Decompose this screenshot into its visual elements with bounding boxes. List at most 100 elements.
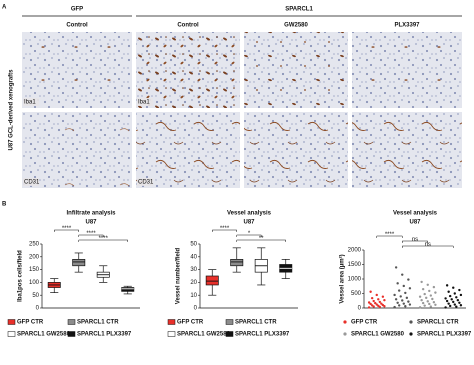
panel-label: A bbox=[2, 5, 7, 11]
legend-label: SPARCL1 GW2580 bbox=[177, 332, 231, 338]
point bbox=[383, 298, 386, 302]
panel-label: B bbox=[2, 202, 7, 208]
point bbox=[452, 286, 455, 289]
y-tick-label: 200 bbox=[29, 254, 40, 260]
point bbox=[434, 291, 437, 294]
point bbox=[429, 305, 433, 308]
y-tick-label: 30 bbox=[190, 267, 197, 273]
point bbox=[397, 289, 401, 292]
significance-label: **** bbox=[99, 236, 109, 242]
y-axis-label: Iba1pos cells/field bbox=[18, 250, 24, 302]
point bbox=[378, 300, 382, 304]
point bbox=[423, 292, 426, 296]
point bbox=[377, 298, 380, 301]
point bbox=[429, 294, 433, 297]
y-tick-label: 0 bbox=[36, 306, 40, 312]
legend-label: SPARCL1 CTR bbox=[235, 320, 277, 326]
legend-label: SPARCL1 PLX3397 bbox=[77, 332, 132, 338]
point bbox=[369, 290, 372, 293]
significance-bracket bbox=[54, 229, 79, 232]
micrograph-stain bbox=[22, 112, 132, 188]
point bbox=[367, 301, 371, 304]
y-tick-label: 50 bbox=[190, 242, 197, 248]
point bbox=[455, 296, 458, 299]
point bbox=[372, 299, 375, 303]
point bbox=[401, 299, 404, 302]
y-tick-label: 1000 bbox=[348, 277, 362, 283]
point bbox=[425, 296, 428, 300]
significance-bracket bbox=[212, 229, 237, 232]
point bbox=[458, 301, 461, 304]
box bbox=[205, 275, 219, 286]
column-label: PLX3397 bbox=[394, 23, 420, 29]
point bbox=[421, 301, 425, 305]
micrograph-stain bbox=[352, 112, 462, 188]
y-tick-label: 1500 bbox=[348, 262, 362, 268]
micrograph-stain bbox=[244, 32, 348, 108]
point bbox=[432, 301, 436, 304]
point bbox=[405, 296, 409, 300]
legend-label: GFP CTR bbox=[177, 320, 204, 326]
y-tick-label: 0 bbox=[358, 306, 362, 312]
group-header: SPARCL1 bbox=[285, 7, 313, 13]
legend-swatch bbox=[7, 331, 16, 337]
chart-subtitle: U87 bbox=[409, 220, 421, 226]
legend-label: SPARCL1 GW2580 bbox=[351, 332, 405, 338]
stain-label: CD31 bbox=[24, 180, 40, 186]
significance-label: ns bbox=[425, 242, 431, 248]
point bbox=[445, 284, 449, 287]
legend-label: GFP CTR bbox=[17, 320, 44, 326]
legend-swatch bbox=[7, 319, 16, 325]
legend-label: GFP CTR bbox=[351, 320, 378, 326]
box bbox=[121, 287, 135, 292]
point bbox=[381, 303, 385, 307]
chart-title: Vessel analysis bbox=[227, 211, 272, 217]
point bbox=[374, 301, 377, 305]
micrograph-stain bbox=[136, 112, 240, 188]
point bbox=[399, 295, 402, 298]
point bbox=[402, 302, 405, 305]
point bbox=[396, 301, 399, 304]
point bbox=[401, 273, 404, 276]
legend-label: SPARCL1 CTR bbox=[417, 320, 459, 326]
point bbox=[445, 299, 449, 303]
point bbox=[418, 295, 422, 298]
point bbox=[455, 305, 458, 308]
point bbox=[448, 304, 452, 308]
significance-label: * bbox=[248, 231, 251, 237]
point bbox=[431, 297, 434, 301]
point bbox=[402, 284, 405, 288]
point bbox=[404, 291, 407, 295]
column-label: GW2580 bbox=[284, 23, 308, 29]
y-tick-label: 500 bbox=[351, 291, 362, 297]
stain-label-bg bbox=[137, 178, 153, 186]
legend-label: SPARCL1 PLX3397 bbox=[235, 332, 290, 338]
significance-label: **** bbox=[385, 232, 395, 238]
stain-label: Iba1 bbox=[24, 100, 36, 106]
point bbox=[420, 280, 423, 284]
point bbox=[428, 302, 431, 306]
micrograph-stain bbox=[136, 32, 240, 108]
point bbox=[423, 304, 426, 307]
point bbox=[404, 305, 407, 308]
point bbox=[394, 298, 398, 301]
point bbox=[370, 296, 374, 300]
y-tick-label: 0 bbox=[194, 306, 198, 312]
significance-label: ** bbox=[259, 236, 264, 242]
point bbox=[375, 303, 378, 306]
stain-label-bg bbox=[23, 98, 39, 106]
chart-title: Vessel analysis bbox=[393, 211, 438, 217]
point bbox=[370, 304, 374, 307]
point bbox=[456, 298, 460, 302]
point bbox=[396, 282, 399, 285]
y-tick-label: 50 bbox=[32, 293, 39, 299]
significance-label: **** bbox=[62, 226, 72, 232]
significance-bracket bbox=[78, 239, 128, 242]
stain-label-bg bbox=[23, 178, 39, 186]
point bbox=[418, 306, 422, 309]
legend-label: SPARCL1 CTR bbox=[77, 320, 119, 326]
stain-label: CD31 bbox=[138, 180, 154, 186]
point bbox=[459, 293, 463, 297]
y-tick-label: 150 bbox=[29, 267, 40, 273]
